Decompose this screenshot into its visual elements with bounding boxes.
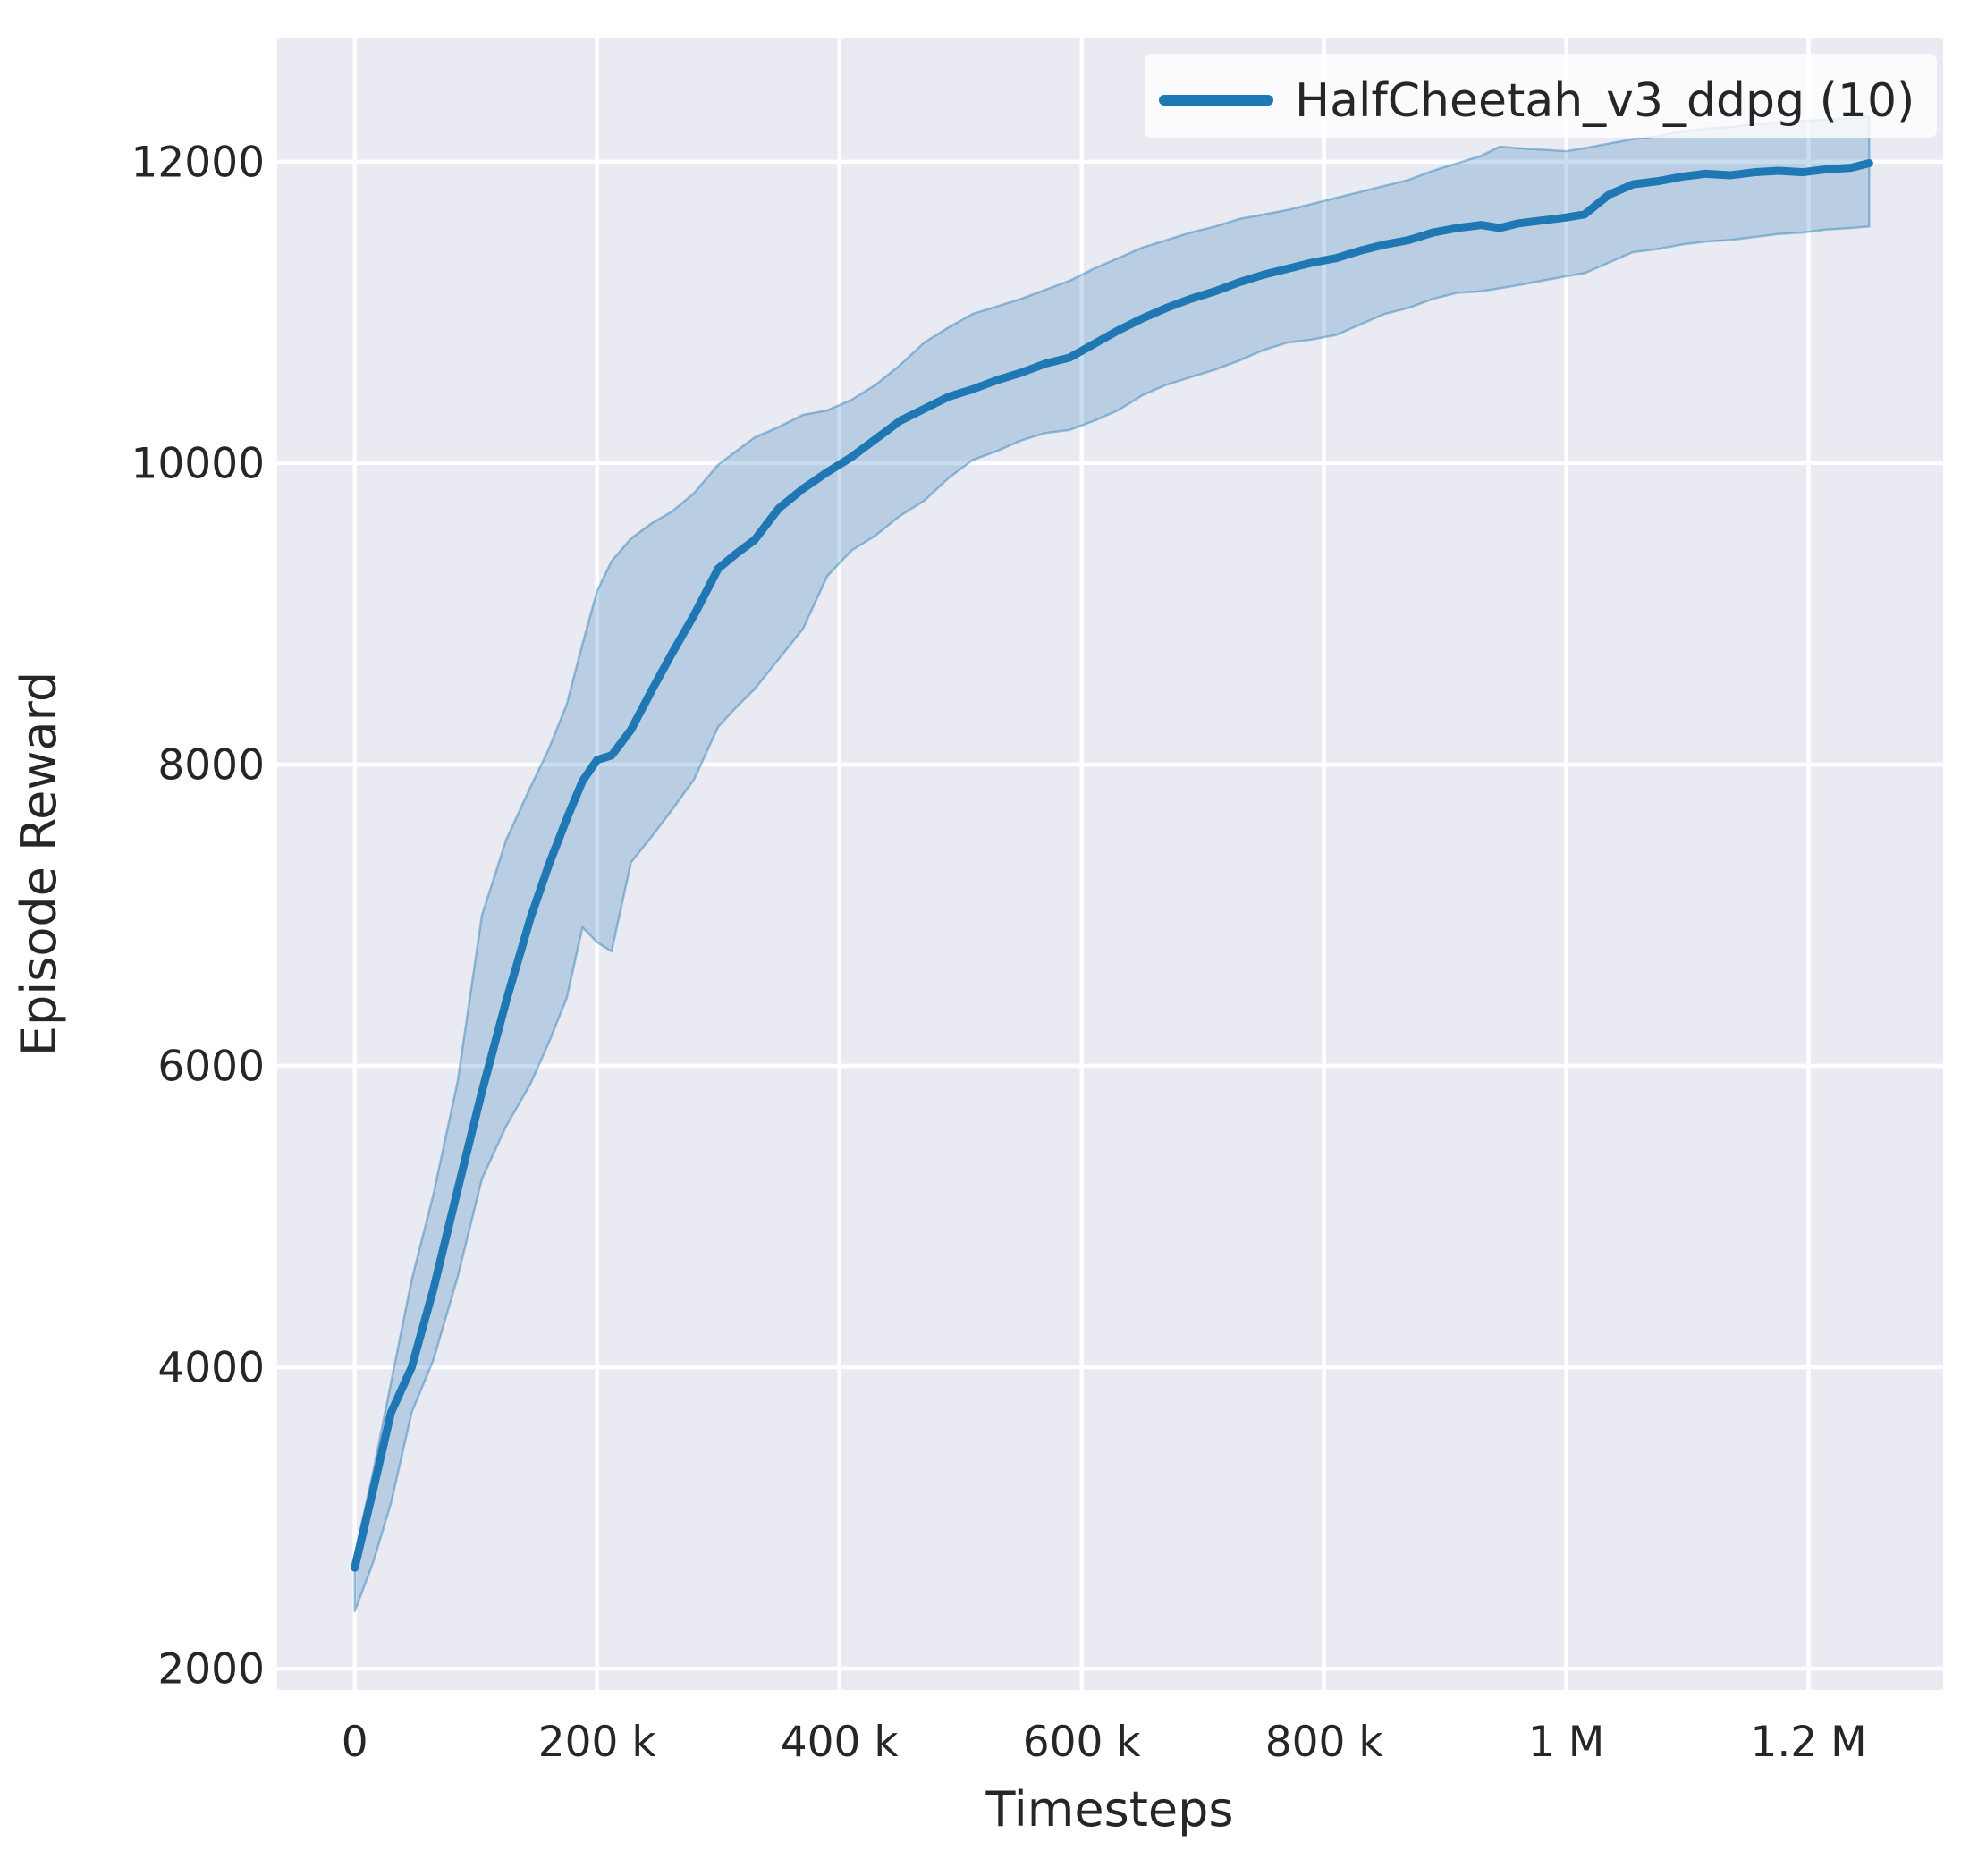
y-axis-ticks: 2000 4000 6000 8000 10000 12000 — [131, 138, 265, 1694]
plot-area — [277, 38, 1943, 1690]
series-group — [351, 115, 1873, 1613]
x-tick-label: 600 k — [1023, 1718, 1142, 1767]
x-tick-label: 0 — [342, 1718, 368, 1767]
x-axis-ticks: 0 200 k 400 k 600 k 800 k 1 M 1.2 M — [342, 1718, 1867, 1767]
x-tick-label: 1 M — [1528, 1718, 1604, 1767]
legend: HalfCheetah_v3_ddpg (10) — [1145, 54, 1937, 138]
legend-entry-label: HalfCheetah_v3_ddpg (10) — [1295, 74, 1915, 128]
gridlines — [277, 38, 1943, 1690]
confidence-band — [353, 115, 1871, 1613]
x-tick-label: 1.2 M — [1750, 1718, 1866, 1767]
x-tick-label: 400 k — [781, 1718, 900, 1767]
y-tick-label: 2000 — [157, 1645, 265, 1694]
y-tick-label: 10000 — [131, 439, 265, 488]
mean-reward-line — [351, 159, 1873, 1572]
x-axis-label: Timesteps — [985, 1781, 1233, 1838]
y-tick-label: 8000 — [157, 740, 265, 790]
y-tick-label: 4000 — [157, 1343, 265, 1392]
y-axis-label: Episode Reward — [11, 672, 67, 1056]
x-tick-label: 200 k — [538, 1718, 657, 1767]
legend-box — [1145, 54, 1937, 138]
y-tick-label: 6000 — [157, 1042, 265, 1091]
x-tick-label: 800 k — [1265, 1718, 1384, 1767]
y-tick-label: 12000 — [131, 138, 265, 187]
